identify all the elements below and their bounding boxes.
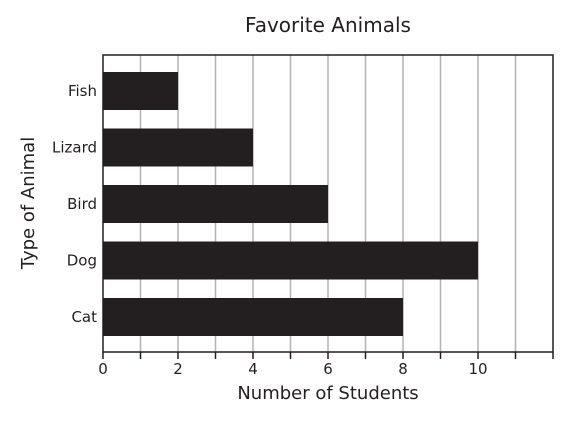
x-tick-label: 8 xyxy=(398,360,408,378)
bar-dog xyxy=(103,241,478,280)
x-axis-title: Number of Students xyxy=(237,383,418,404)
y-tick-label: Dog xyxy=(67,252,97,270)
y-axis-title: Type of Animal xyxy=(18,137,39,270)
x-tick-label: 0 xyxy=(98,360,108,378)
bar-cat xyxy=(103,298,403,336)
y-tick-label: Cat xyxy=(71,308,97,326)
x-axis-ticks: 0 2 4 6 8 10 xyxy=(98,352,554,378)
y-axis-labels: Fish Lizard Bird Dog Cat xyxy=(52,82,97,326)
x-tick-label: 6 xyxy=(323,360,333,378)
bar-bird xyxy=(103,185,328,223)
x-tick-label: 10 xyxy=(468,360,487,378)
chart-title: Favorite Animals xyxy=(245,13,411,37)
x-tick-label: 2 xyxy=(173,360,183,378)
bar-fish xyxy=(103,72,178,110)
bar-lizard xyxy=(103,128,253,167)
x-tick-label: 4 xyxy=(248,360,258,378)
y-tick-label: Lizard xyxy=(52,139,97,157)
y-tick-label: Bird xyxy=(67,195,97,213)
bars xyxy=(103,72,478,336)
y-tick-label: Fish xyxy=(68,82,97,100)
